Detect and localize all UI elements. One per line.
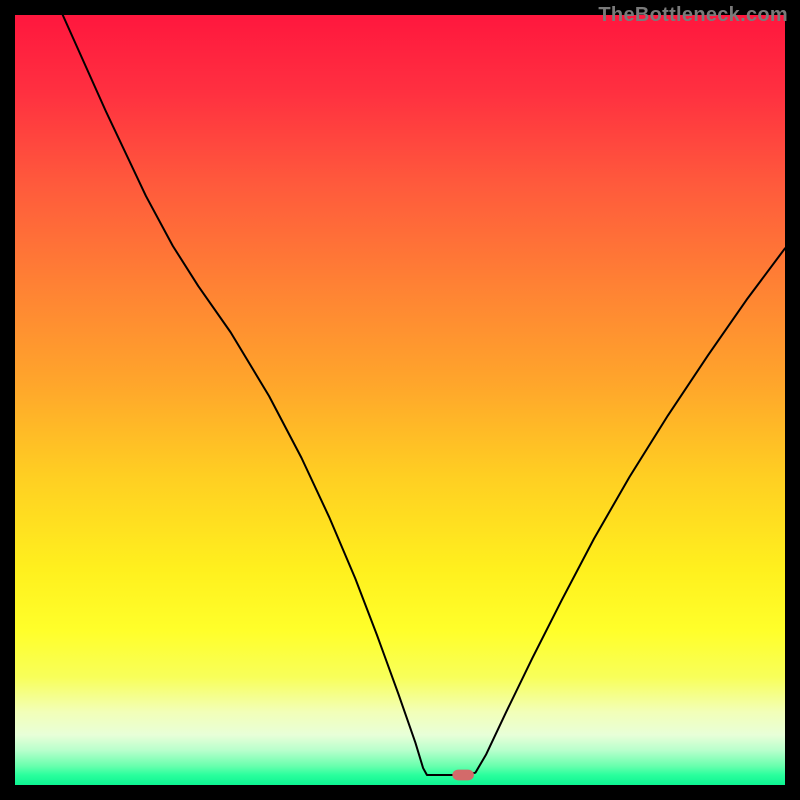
chart-background [15, 15, 785, 785]
optimal-marker [452, 770, 474, 781]
bottleneck-chart [0, 0, 800, 800]
bottleneck-chart-container: TheBottleneck.com [0, 0, 800, 800]
watermark-label: TheBottleneck.com [598, 4, 788, 27]
